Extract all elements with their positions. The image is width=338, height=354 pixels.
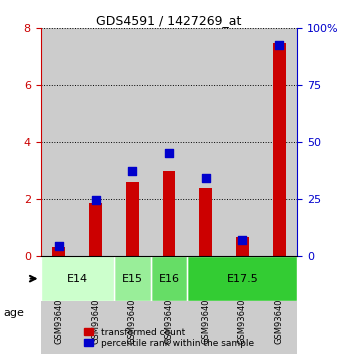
Point bbox=[93, 198, 98, 203]
Bar bbox=[114, 256, 151, 301]
Bar bbox=[126, 182, 139, 256]
Text: GDS4591 / 1427269_at: GDS4591 / 1427269_at bbox=[96, 14, 242, 27]
Point bbox=[240, 237, 245, 243]
Point bbox=[166, 151, 172, 156]
Bar bbox=[187, 256, 297, 301]
Text: E17.5: E17.5 bbox=[226, 274, 258, 284]
Bar bbox=[114, 256, 151, 301]
Bar bbox=[77, 28, 114, 256]
Text: E16: E16 bbox=[159, 274, 179, 284]
Bar bbox=[163, 171, 175, 256]
Bar bbox=[187, 28, 224, 256]
Bar bbox=[224, 28, 261, 256]
Text: age: age bbox=[3, 308, 24, 318]
Text: E14: E14 bbox=[67, 274, 88, 284]
Point bbox=[276, 42, 282, 48]
Bar bbox=[199, 188, 212, 256]
Bar bbox=[41, 256, 114, 301]
Bar bbox=[236, 238, 249, 256]
Bar bbox=[151, 28, 187, 256]
Bar bbox=[52, 247, 65, 256]
Bar bbox=[151, 256, 187, 301]
Bar bbox=[187, 256, 297, 301]
Bar bbox=[261, 28, 297, 256]
Point bbox=[129, 168, 135, 173]
Bar bbox=[273, 42, 286, 256]
Bar bbox=[151, 256, 187, 301]
Bar bbox=[114, 28, 151, 256]
Bar bbox=[41, 256, 114, 301]
Point bbox=[56, 243, 62, 249]
Point bbox=[203, 175, 209, 181]
Text: E15: E15 bbox=[122, 274, 143, 284]
Bar bbox=[41, 28, 77, 256]
Bar bbox=[89, 203, 102, 256]
Legend: transformed count, percentile rank within the sample: transformed count, percentile rank withi… bbox=[82, 326, 256, 349]
